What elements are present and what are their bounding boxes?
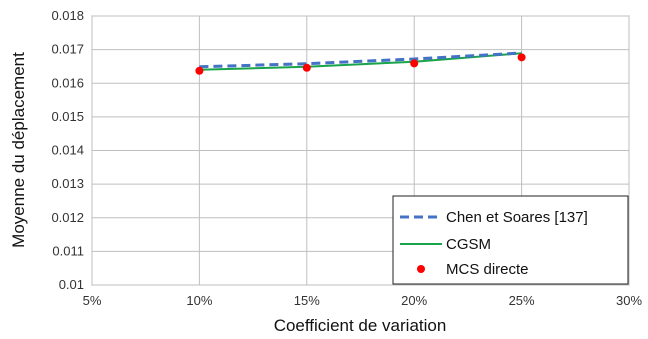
x-axis-title: Coefficient de variation bbox=[274, 316, 447, 335]
y-tick-label: 0.018 bbox=[51, 8, 84, 23]
legend-label: CGSM bbox=[446, 236, 491, 253]
mcs-directe-point bbox=[517, 53, 526, 62]
mcs-directe-point bbox=[410, 59, 419, 68]
x-tick-label: 10% bbox=[186, 293, 212, 308]
mcs-directe-point bbox=[302, 63, 311, 72]
legend: Chen et Soares [137] CGSM MCS directe bbox=[392, 195, 629, 285]
y-tick-label: 0.017 bbox=[51, 42, 84, 57]
x-tick-label: 15% bbox=[294, 293, 320, 308]
mcs-directe-point bbox=[195, 66, 204, 75]
x-tick-label: 25% bbox=[509, 293, 535, 308]
legend-label: Chen et Soares [137] bbox=[446, 209, 588, 226]
y-tick-label: 0.013 bbox=[51, 176, 84, 191]
x-tick-label: 20% bbox=[401, 293, 427, 308]
x-tick-label: 5% bbox=[83, 293, 102, 308]
y-axis-title: Moyenne du déplacement bbox=[9, 52, 28, 248]
y-tick-label: 0.016 bbox=[51, 75, 84, 90]
y-tick-label: 0.014 bbox=[51, 143, 84, 158]
y-tick-label: 0.011 bbox=[52, 243, 84, 258]
y-axis-ticks: 0.01 0.011 0.012 0.013 0.014 0.015 0.016 0.017 0… bbox=[51, 8, 84, 292]
y-tick-label: 0.012 bbox=[51, 210, 84, 225]
x-tick-label: 30% bbox=[616, 293, 642, 308]
series-layer bbox=[195, 51, 526, 75]
y-tick-label: 0.01 bbox=[59, 277, 84, 292]
y-tick-label: 0.015 bbox=[51, 109, 84, 124]
legend-marker-mcs bbox=[417, 265, 425, 273]
chen-et-soares-line bbox=[199, 51, 522, 69]
x-axis-ticks: 5% 10% 15% 20% 25% 30% bbox=[83, 293, 643, 308]
legend-box bbox=[392, 195, 629, 285]
legend-label: MCS directe bbox=[446, 261, 529, 278]
